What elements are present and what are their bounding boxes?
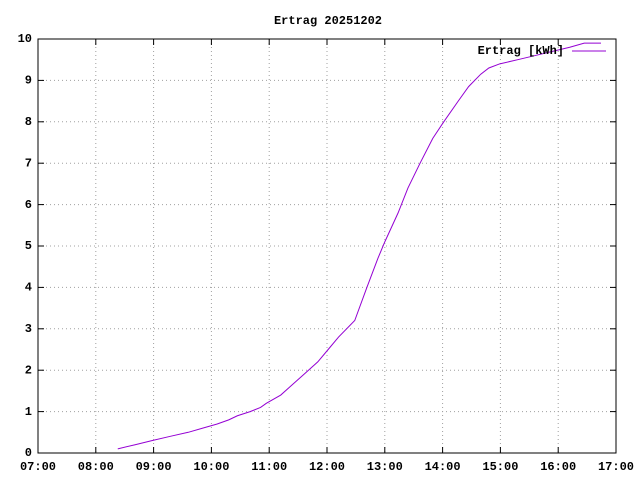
x-tick-label: 07:00 [20,460,56,474]
x-tick-label: 13:00 [367,460,403,474]
y-tick-label: 3 [25,322,32,336]
x-tick-label: 15:00 [482,460,518,474]
x-tick-label: 11:00 [251,460,287,474]
x-tick-label: 08:00 [78,460,114,474]
y-tick-label: 4 [25,281,32,295]
plot-frame [37,38,617,454]
x-tick-label: 17:00 [598,460,634,474]
data-line [117,42,601,450]
y-tick-label: 10 [18,32,32,46]
x-tick-label: 10:00 [193,460,229,474]
y-tick-label: 8 [25,115,32,129]
x-tick-label: 12:00 [309,460,345,474]
chart-title: Ertrag 20251202 [274,14,382,28]
y-tick-label: 9 [25,74,32,88]
y-tick-label: 5 [25,239,32,253]
y-tick-label: 0 [25,446,32,460]
y-tick-label: 6 [25,198,32,212]
x-tick-label: 09:00 [136,460,172,474]
x-tick-label: 16:00 [540,460,576,474]
y-tick-label: 7 [25,156,32,170]
y-tick-label: 1 [25,405,32,419]
y-tick-label: 2 [25,363,32,377]
legend-label: Ertrag [kWh] [478,44,564,58]
x-tick-label: 14:00 [425,460,461,474]
